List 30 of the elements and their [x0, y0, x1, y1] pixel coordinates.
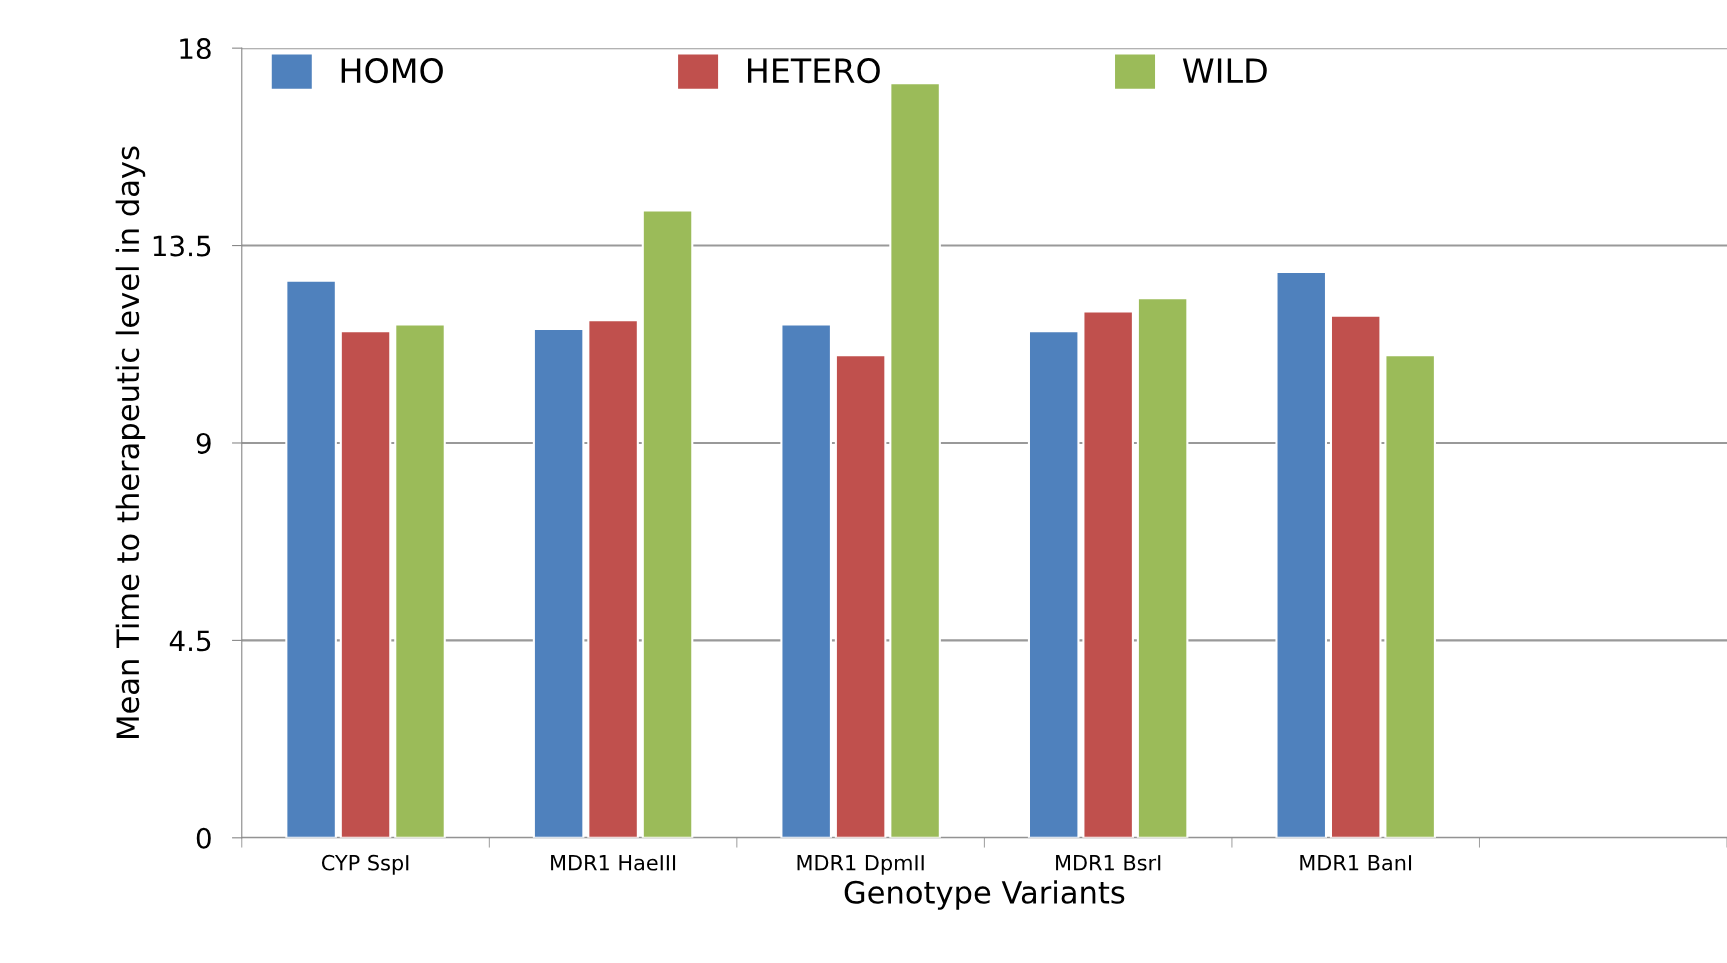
- x-tick-label: MDR1 DpmII: [797, 855, 924, 875]
- bar: [1136, 297, 1189, 838]
- bar: [780, 323, 832, 838]
- y-axis-title: Mean Time to therapeutic level in days: [115, 146, 146, 738]
- bar: [394, 323, 446, 838]
- y-tick-label: 9: [196, 432, 211, 454]
- y-tick-label: 13.5: [153, 235, 211, 257]
- y-tick-label: 0: [196, 827, 211, 849]
- legend-label: WILD: [1182, 58, 1267, 83]
- bar: [889, 82, 941, 838]
- y-tick-label: 4.5: [169, 630, 211, 652]
- bar: [532, 327, 585, 838]
- x-tick-label: MDR1 BanI: [1300, 855, 1412, 871]
- bar: [1275, 270, 1328, 838]
- bar: [339, 330, 392, 838]
- bar: [285, 279, 337, 838]
- x-tick-label: MDR1 BsrI: [1056, 855, 1161, 871]
- legend-label: HOMO: [341, 58, 443, 84]
- bar: [834, 354, 887, 838]
- bar: [1027, 330, 1080, 838]
- x-axis-title: Genotype Variants: [844, 880, 1125, 910]
- x-tick-label: CYP SspI: [321, 854, 409, 875]
- x-tick-label: MDR1 HaeIII: [551, 855, 676, 871]
- legend-label: HETERO: [748, 58, 880, 84]
- bar: [1329, 314, 1382, 838]
- bar: [587, 319, 639, 838]
- bar: [1082, 310, 1134, 838]
- bar: [1384, 354, 1436, 838]
- y-tick-label: 18: [180, 38, 211, 60]
- bar: [641, 209, 694, 838]
